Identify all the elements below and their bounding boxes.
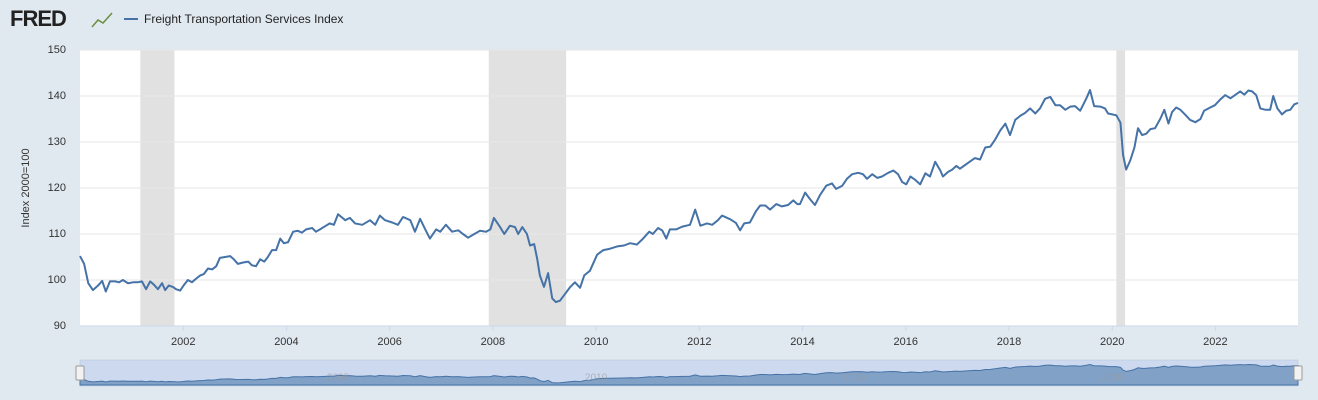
x-tick-label: 2014 xyxy=(790,336,814,348)
x-tick-label: 2012 xyxy=(687,336,711,348)
y-tick-label: 110 xyxy=(48,228,66,240)
navigator-handle[interactable] xyxy=(75,365,85,381)
x-tick-label: 2006 xyxy=(377,336,401,348)
x-tick-label: 2016 xyxy=(894,336,918,348)
navigator-tick-label: 2015 xyxy=(843,373,866,384)
x-tick-label: 2020 xyxy=(1100,336,1124,348)
y-tick-label: 90 xyxy=(54,320,66,332)
y-tick-label: 130 xyxy=(48,136,66,148)
navigator-tick-label: 2005 xyxy=(327,373,350,384)
x-tick-label: 2008 xyxy=(481,336,505,348)
y-tick-label: 150 xyxy=(48,44,66,56)
x-tick-label: 2010 xyxy=(584,336,608,348)
logo: FRED xyxy=(10,6,66,31)
navigator-tick-label: 2020 xyxy=(1101,373,1124,384)
series-line xyxy=(79,89,1299,304)
logo-icon xyxy=(91,12,113,28)
x-tick-label: 2018 xyxy=(997,336,1021,348)
x-tick-label: 2004 xyxy=(274,336,298,348)
navigator-handle[interactable] xyxy=(1293,365,1303,381)
y-tick-label: 100 xyxy=(48,274,66,286)
y-tick-label: 140 xyxy=(48,90,66,102)
y-tick-label: 120 xyxy=(48,182,66,194)
navigator-area xyxy=(79,363,1299,386)
navigator-tick-label: 2010 xyxy=(585,373,608,384)
legend-label[interactable]: Freight Transportation Services Index xyxy=(144,12,343,26)
x-tick-label: 2002 xyxy=(171,336,195,348)
y-axis-label: Index 2000=100 xyxy=(20,148,32,227)
x-tick-label: 2022 xyxy=(1203,336,1227,348)
